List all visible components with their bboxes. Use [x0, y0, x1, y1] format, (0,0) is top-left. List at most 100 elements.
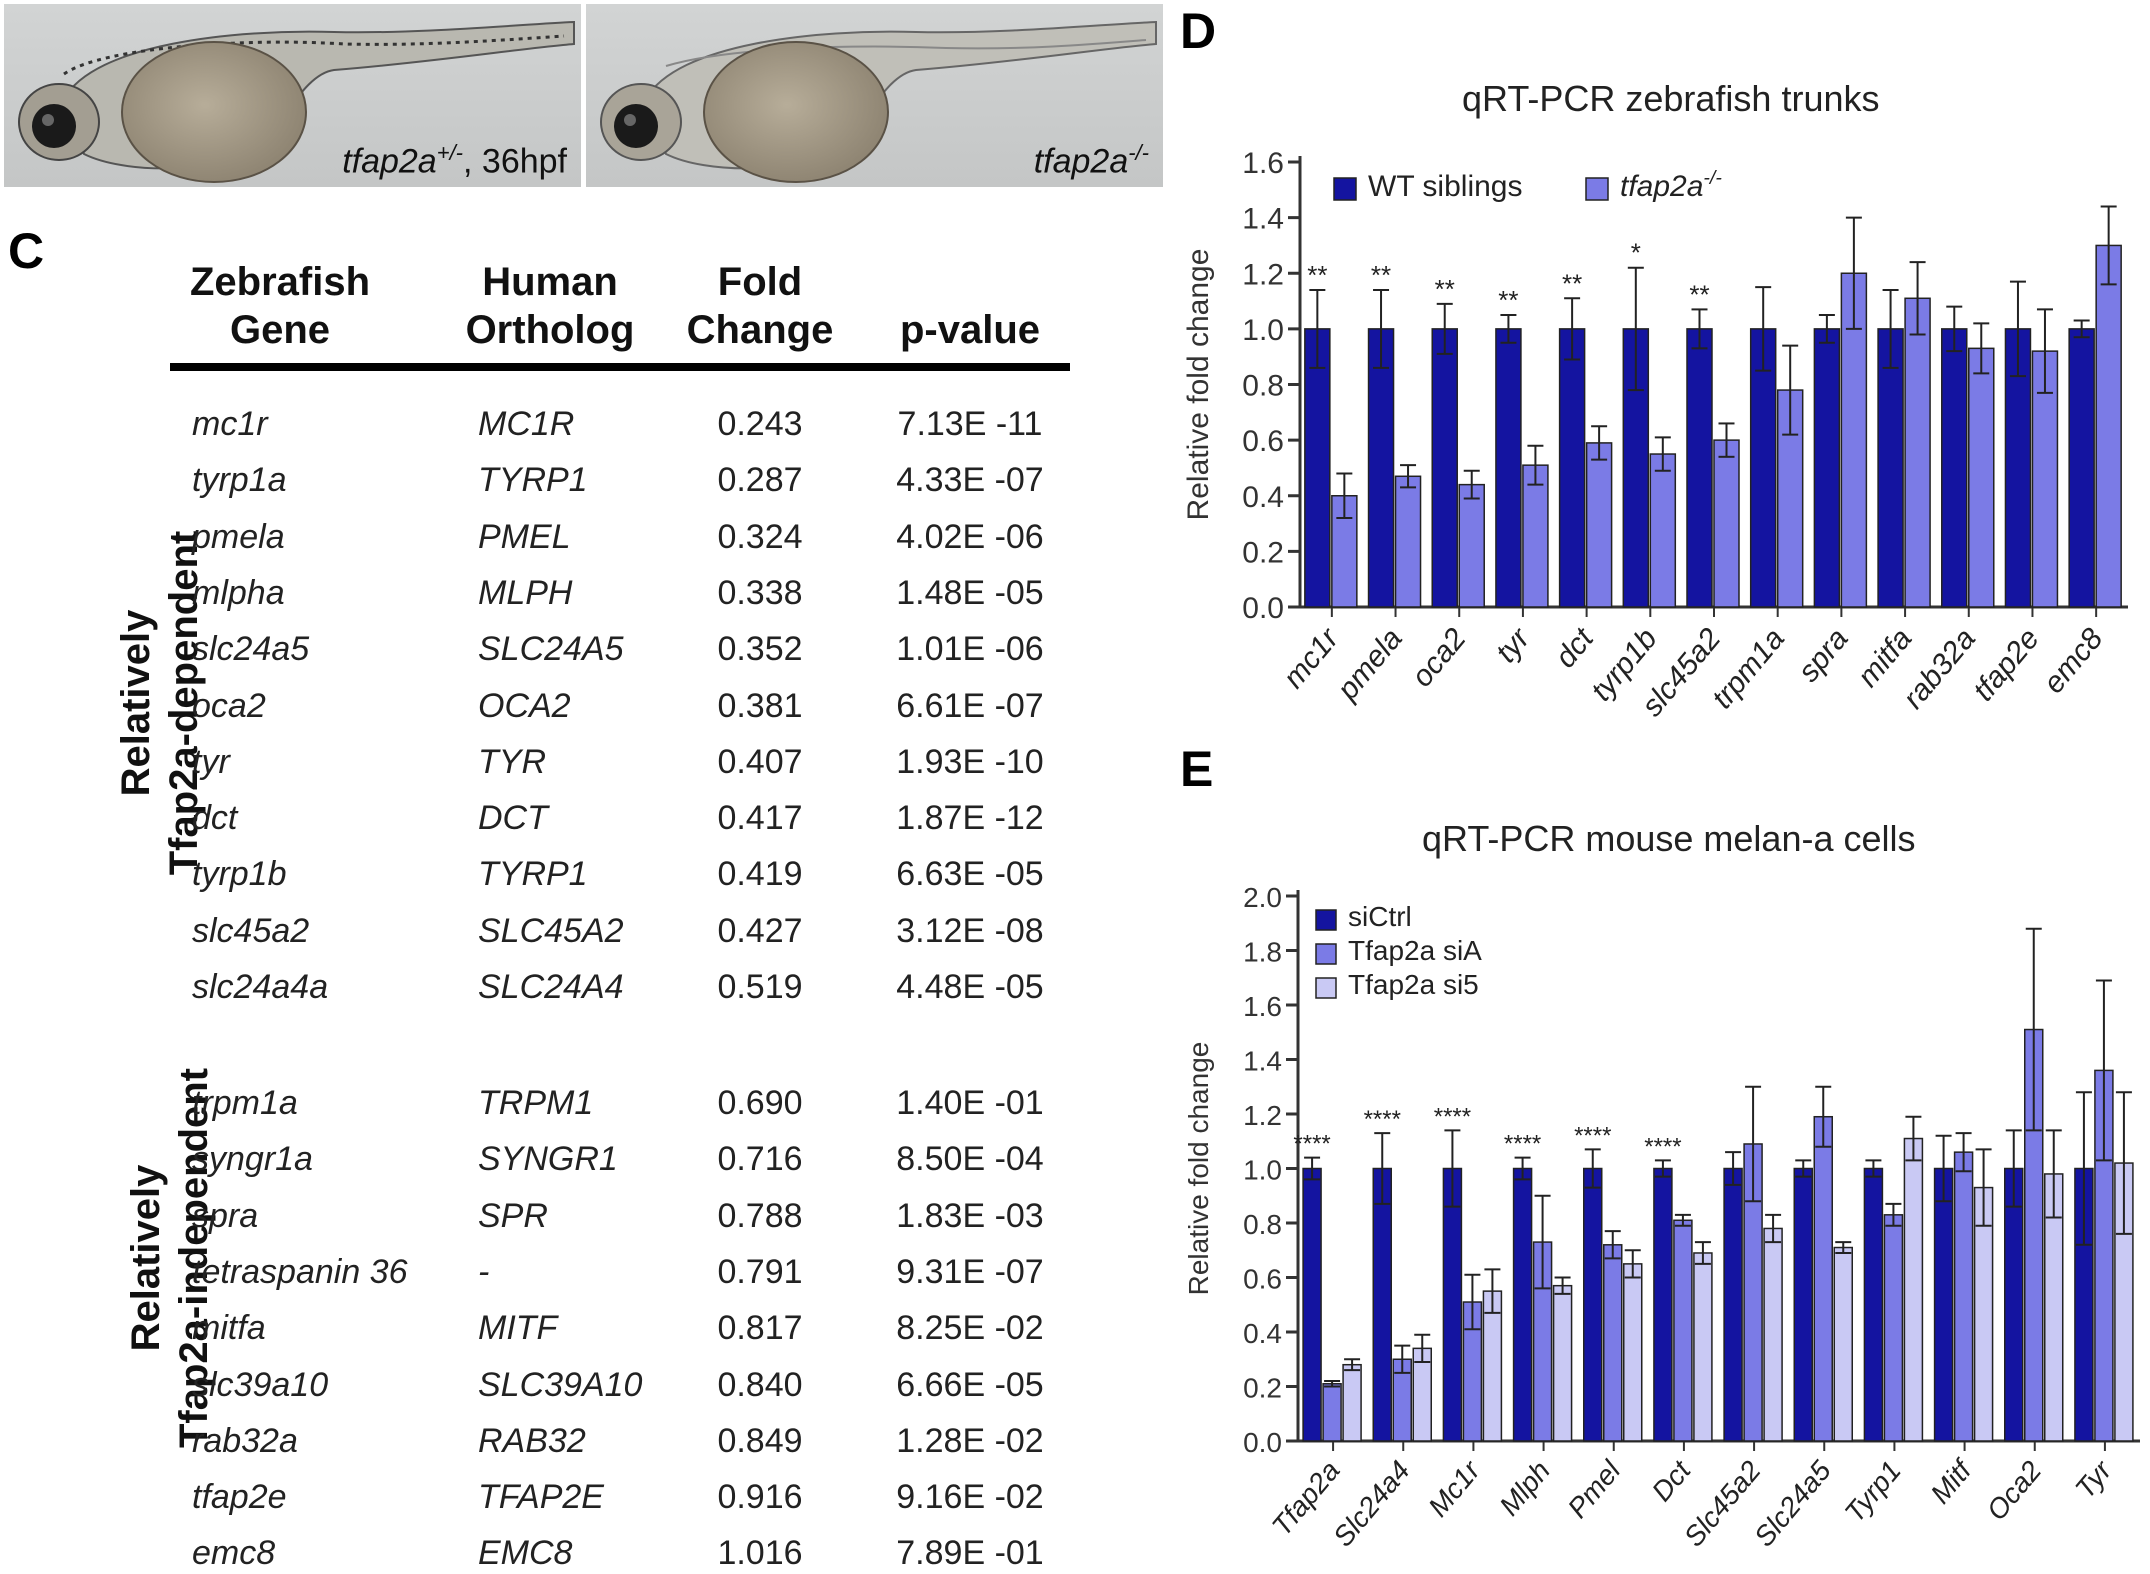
chart-0-bar: [1304, 328, 1331, 608]
chart-0-legend-name: WT siblings: [1368, 170, 1522, 203]
table-cell-ortholog: MLPH: [478, 573, 573, 612]
embryo-photo-mutant: tfap2a-/-: [586, 4, 1163, 187]
chart-0-y-tick-label: 0.0: [1242, 592, 1284, 625]
table-cell-p-value: 1.48E -05: [896, 573, 1044, 612]
chart-0-bar: [1877, 328, 1904, 608]
chart-0-y-tick-label: 1.4: [1242, 203, 1284, 236]
table-cell-p-value: 1.83E -03: [896, 1196, 1044, 1235]
chart-0-significance-label: **: [1562, 268, 1582, 298]
table-cell-p-value: 3.12E -08: [896, 911, 1044, 950]
chart-0-category-label: emc8: [2037, 622, 2110, 700]
chart-0-bar: [1941, 328, 1968, 608]
panel-letter-c: C: [8, 223, 45, 279]
table-cell-p-value: 6.66E -05: [896, 1365, 1044, 1404]
table-cell-fold-change: 0.916: [717, 1478, 803, 1517]
chart-0-significance-label: **: [1498, 285, 1518, 315]
table-cell-p-value: 1.40E -01: [896, 1084, 1044, 1122]
table-cell-fold-change: 0.791: [717, 1252, 803, 1291]
table-header-p-value: p-value: [899, 308, 1041, 352]
table-cell-gene: slc39a10: [192, 1365, 329, 1404]
table-cell-gene: mlpha: [192, 573, 285, 612]
table-cell-ortholog: TFAP2E: [478, 1478, 604, 1517]
table-cell-fold-change: 0.243: [717, 405, 803, 443]
chart-0-category-label: tyr: [1490, 622, 1537, 670]
chart-e-title: qRT-PCR mouse melan-a cells: [1422, 818, 1916, 859]
table-cell-ortholog: MITF: [478, 1309, 558, 1348]
embryo-illustration-b: [586, 4, 1163, 187]
table-cell-fold-change: 0.287: [717, 461, 803, 500]
embryo-photo-heterozygous: tfap2a+/-, 36hpf: [4, 4, 581, 187]
table-cell-p-value: 1.01E -06: [896, 630, 1044, 669]
chart-0-y-tick-label: 1.2: [1242, 258, 1284, 291]
table-cell-fold-change: 0.417: [717, 799, 803, 838]
caption-mutant: tfap2a-/-: [1033, 139, 1149, 180]
embryo-illustration-a: [4, 4, 581, 187]
panel-letter-e: E: [1180, 741, 1214, 797]
chart-0-bar: [1968, 347, 1995, 608]
table-cell-ortholog: -: [478, 1252, 490, 1291]
table-cell-fold-change: 0.519: [717, 968, 803, 1006]
panel-letter-d: D: [1180, 3, 1217, 59]
table-cell-ortholog: SLC45A2: [478, 911, 624, 950]
table-cell-fold-change: 0.716: [717, 1140, 803, 1179]
table-header-rule: [170, 363, 1070, 371]
table-cell-fold-change: 0.381: [717, 686, 803, 725]
table-cell-gene: pmela: [192, 517, 285, 556]
table-cell-p-value: 1.87E -12: [896, 799, 1044, 838]
table-cell-gene: tetraspanin 36: [192, 1252, 408, 1291]
table-cell-p-value: 6.63E -05: [896, 855, 1044, 894]
table-cell-p-value: 7.89E -01: [896, 1534, 1044, 1573]
chart-0-bar: [1904, 297, 1931, 608]
table-cell-ortholog: TYR: [478, 742, 546, 781]
chart-0-bar: [1813, 328, 1841, 608]
table-cell-gene: oca2: [192, 686, 266, 725]
table-cell-p-value: 7.13E -11: [897, 405, 1043, 443]
chart-0-significance-label: **: [1689, 279, 1709, 309]
table-cell-fold-change: 1.016: [717, 1534, 803, 1573]
table-cell-fold-change: 0.849: [717, 1421, 803, 1460]
chart-0-bar: [1585, 442, 1613, 608]
table-cell-gene: slc24a4a: [192, 968, 329, 1006]
chart-0-category-label: oca2: [1405, 622, 1472, 693]
table-cell-gene: slc24a5: [192, 630, 310, 669]
table-cell-p-value: 9.16E -02: [896, 1478, 1044, 1517]
chart-0-significance-label: **: [1307, 260, 1327, 290]
table-cell-fold-change: 0.419: [717, 855, 803, 894]
chart-0-y-tick-label: 0.4: [1242, 481, 1284, 514]
chart-0-bar: [1649, 453, 1677, 608]
chart-0-y-tick-label: 1.0: [1242, 314, 1284, 347]
chart-0-legend-label: tfap2a-/-: [1620, 167, 1722, 203]
chart-0-y-tick-label: 0.2: [1242, 536, 1284, 569]
chart-0-category-label: tfap2e: [1967, 622, 2046, 707]
table-cell-ortholog: RAB32: [478, 1421, 586, 1460]
table-cell-p-value: 8.25E -02: [896, 1309, 1044, 1348]
chart-0-legend-name: tfap2a: [1620, 170, 1703, 203]
chart-0-bar: [2095, 244, 2122, 608]
chart-0-bar: [1394, 475, 1422, 608]
chart-0-bar: [1522, 464, 1549, 608]
table-cell-fold-change: 0.407: [717, 742, 803, 781]
chart-0-bar: [1686, 328, 1713, 608]
table-cell-gene: emc8: [192, 1534, 276, 1573]
table-cell-gene: mc1r: [192, 405, 268, 443]
chart-0-bar: [1495, 328, 1522, 608]
table-header-fold-change: Fold Change: [686, 260, 834, 352]
table-cell-ortholog: DCT: [478, 799, 548, 838]
chart-0-bar: [1713, 439, 1740, 608]
table-cell-ortholog: TYRP1: [478, 855, 588, 894]
table-cell-p-value: 9.31E -07: [896, 1252, 1044, 1291]
table-cell-ortholog: SLC24A4: [478, 968, 624, 1006]
table-cell-p-value: 4.48E -05: [896, 968, 1044, 1006]
table-cell-ortholog: SPR: [478, 1196, 548, 1235]
table-cell-fold-change: 0.338: [717, 573, 803, 612]
chart-0-bar: [1558, 328, 1586, 608]
table-cell-gene: dct: [192, 799, 238, 838]
chart-0-bar: [1367, 328, 1395, 608]
chart-0-legend-swatch: [1585, 177, 1609, 201]
table-cell-fold-change: 0.690: [717, 1084, 803, 1122]
chart-0-bar: [1431, 328, 1458, 608]
table-cell-ortholog: MC1R: [478, 405, 575, 443]
table-cell-p-value: 4.02E -06: [896, 517, 1044, 556]
table-cell-gene: tyrp1a: [192, 461, 287, 500]
